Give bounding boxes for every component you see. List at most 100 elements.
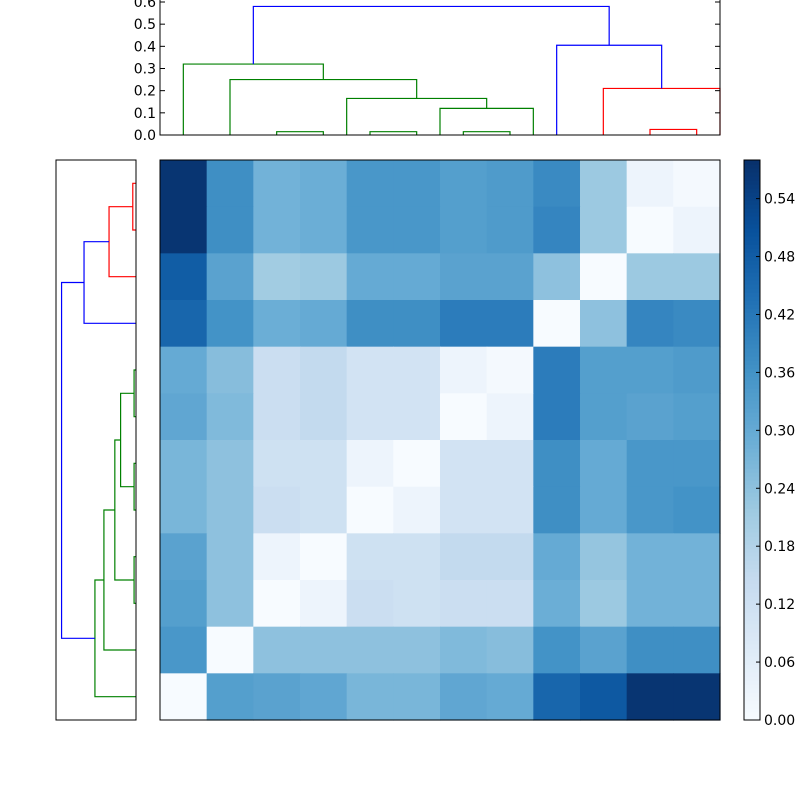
colorbar-band <box>744 572 760 577</box>
heatmap-cell <box>300 486 348 534</box>
heatmap-cell <box>440 673 488 721</box>
colorbar-band <box>744 688 760 693</box>
colorbar-band <box>744 160 760 165</box>
colorbar-band <box>744 632 760 637</box>
heatmap-cell <box>206 393 254 441</box>
heatmap-cell <box>580 440 628 488</box>
heatmap-cell <box>160 346 208 394</box>
heatmap-cell <box>393 626 441 674</box>
colorbar-band <box>744 440 760 445</box>
colorbar-band <box>744 360 760 365</box>
colorbar-tick-label: 0.24 <box>764 481 795 497</box>
heatmap-cell <box>393 300 441 348</box>
heatmap-cell <box>253 580 301 628</box>
colorbar-band <box>744 260 760 265</box>
colorbar-band <box>744 528 760 533</box>
colorbar-band <box>744 640 760 645</box>
colorbar-band <box>744 704 760 709</box>
colorbar-band <box>744 564 760 569</box>
colorbar-band <box>744 536 760 541</box>
heatmap-cell <box>486 160 534 208</box>
heatmap-cell <box>253 393 301 441</box>
heatmap-cell <box>580 393 628 441</box>
colorbar-band <box>744 716 760 721</box>
heatmap-cell <box>300 533 348 581</box>
colorbar-band <box>744 252 760 257</box>
colorbar-band <box>744 308 760 313</box>
colorbar-tick-label: 0.48 <box>764 250 795 266</box>
colorbar-band <box>744 504 760 509</box>
colorbar-band <box>744 404 760 409</box>
heatmap-cell <box>440 393 488 441</box>
top-dendrogram: 0.0 0.1 0.2 0.3 0.4 0.5 0.6 <box>134 0 721 144</box>
colorbar-band <box>744 356 760 361</box>
heatmap-cell <box>160 626 208 674</box>
heatmap-cell <box>533 346 581 394</box>
heatmap-cell <box>346 160 394 208</box>
heatmap-cell <box>673 626 721 674</box>
colorbar-tick-label: 0.42 <box>764 307 795 323</box>
colorbar-band <box>744 220 760 225</box>
colorbar-band <box>744 512 760 517</box>
heatmap-cell <box>440 580 488 628</box>
colorbar-band <box>744 312 760 317</box>
colorbar-band <box>744 620 760 625</box>
colorbar-band <box>744 392 760 397</box>
colorbar-band <box>744 388 760 393</box>
heatmap-cell <box>393 580 441 628</box>
heatmap-cell <box>300 626 348 674</box>
heatmap-cell <box>206 673 254 721</box>
heatmap-cell <box>300 253 348 301</box>
heatmap-cell <box>160 580 208 628</box>
colorbar-band <box>744 464 760 469</box>
colorbar-band <box>744 580 760 585</box>
top-dendrogram-ytick-label: 0.4 <box>134 39 156 55</box>
heatmap-cell <box>300 206 348 254</box>
colorbar-tick-label: 0.54 <box>764 192 795 208</box>
heatmap-cell <box>206 253 254 301</box>
top-dendrogram-ytick-label: 0.3 <box>134 62 156 78</box>
heatmap-cell <box>440 440 488 488</box>
colorbar-band <box>744 436 760 441</box>
colorbar-band <box>744 164 760 169</box>
colorbar-band <box>744 348 760 353</box>
heatmap-cell <box>253 346 301 394</box>
colorbar-band <box>744 224 760 229</box>
colorbar-band <box>744 228 760 233</box>
colorbar-tick-label: 0.00 <box>764 713 795 729</box>
colorbar-band <box>744 484 760 489</box>
heatmap-cell <box>486 300 534 348</box>
colorbar-band <box>744 396 760 401</box>
colorbar-band <box>744 568 760 573</box>
colorbar-band <box>744 608 760 613</box>
heatmap-cell <box>300 393 348 441</box>
heatmap-cell <box>346 393 394 441</box>
top-dendrogram-link <box>346 97 488 135</box>
heatmap-cell <box>626 393 674 441</box>
colorbar-band <box>744 496 760 501</box>
colorbar-band <box>744 700 760 705</box>
colorbar-band <box>744 672 760 677</box>
colorbar-band <box>744 212 760 217</box>
top-dendrogram-link <box>602 87 721 135</box>
colorbar-band <box>744 352 760 357</box>
colorbar-band <box>744 184 760 189</box>
heatmap-cell <box>346 580 394 628</box>
heatmap-cell <box>533 486 581 534</box>
heatmap-cell <box>160 393 208 441</box>
colorbar-band <box>744 668 760 673</box>
colorbar-band <box>744 524 760 529</box>
colorbar-band <box>744 268 760 273</box>
heatmap-cell <box>206 626 254 674</box>
heatmap-cell <box>346 673 394 721</box>
heatmap-cell <box>393 160 441 208</box>
colorbar-band <box>744 648 760 653</box>
heatmap-cell <box>393 673 441 721</box>
colorbar-band <box>744 644 760 649</box>
heatmap-cell <box>626 673 674 721</box>
colorbar-band <box>744 272 760 277</box>
colorbar-band <box>744 576 760 581</box>
heatmap <box>159 159 721 721</box>
top-dendrogram-ytick-label: 0.6 <box>134 0 156 11</box>
heatmap-cell <box>160 160 208 208</box>
